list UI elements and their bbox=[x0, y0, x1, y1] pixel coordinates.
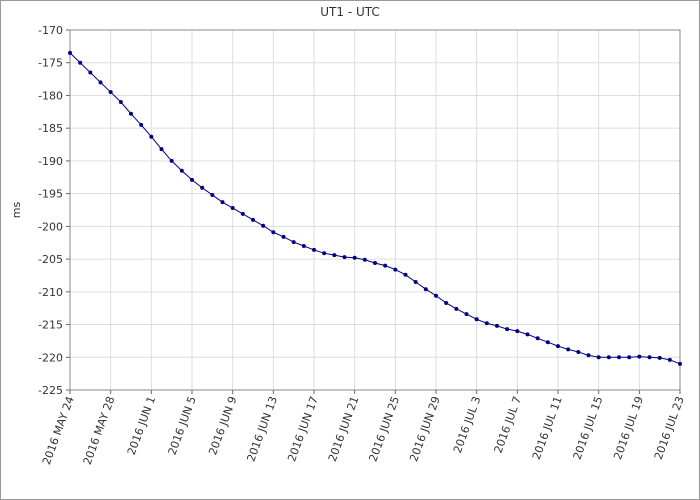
y-axis-label: ms bbox=[10, 202, 23, 219]
data-point bbox=[403, 272, 408, 277]
data-point bbox=[505, 327, 510, 332]
data-point bbox=[342, 255, 347, 260]
data-point bbox=[271, 230, 276, 235]
data-point bbox=[281, 234, 286, 239]
y-tick-label: -200 bbox=[38, 220, 63, 233]
data-point bbox=[657, 355, 662, 360]
data-point bbox=[444, 300, 449, 305]
data-point bbox=[667, 357, 672, 362]
data-point bbox=[118, 100, 123, 104]
data-point bbox=[566, 347, 571, 352]
data-point bbox=[291, 240, 296, 245]
data-point bbox=[149, 134, 154, 139]
data-point bbox=[88, 70, 93, 75]
data-point bbox=[484, 321, 489, 326]
y-tick-label: -210 bbox=[38, 286, 63, 299]
data-point bbox=[169, 158, 174, 163]
y-tick-label: -215 bbox=[38, 319, 63, 332]
data-point bbox=[606, 355, 611, 360]
data-point bbox=[332, 253, 337, 258]
y-tick-label: -180 bbox=[38, 89, 63, 102]
data-point bbox=[322, 251, 327, 256]
data-point bbox=[200, 185, 205, 190]
data-point bbox=[98, 80, 103, 85]
y-tick-label: -185 bbox=[38, 122, 63, 135]
data-point bbox=[596, 355, 601, 360]
y-tick-label: -220 bbox=[38, 351, 63, 364]
data-point bbox=[586, 353, 591, 358]
y-tick-label: -175 bbox=[38, 57, 63, 70]
data-point bbox=[556, 344, 560, 349]
data-point bbox=[220, 200, 225, 205]
data-point bbox=[129, 111, 133, 116]
data-point bbox=[240, 211, 245, 216]
data-point bbox=[545, 340, 550, 345]
y-tick-label: -195 bbox=[38, 188, 63, 201]
data-point bbox=[251, 217, 255, 222]
data-point bbox=[312, 247, 316, 252]
y-tick-label: -170 bbox=[38, 24, 63, 37]
data-point bbox=[352, 255, 357, 260]
data-point bbox=[179, 168, 184, 173]
plot-area bbox=[70, 30, 680, 390]
data-point bbox=[495, 323, 499, 328]
data-point bbox=[230, 206, 235, 211]
data-point bbox=[464, 312, 469, 317]
data-point bbox=[617, 355, 621, 360]
data-point bbox=[423, 287, 428, 292]
data-point bbox=[68, 50, 72, 55]
data-point bbox=[373, 261, 377, 266]
data-point bbox=[190, 177, 194, 182]
data-point bbox=[78, 60, 83, 65]
data-point bbox=[647, 355, 652, 360]
plot-border bbox=[69, 29, 681, 391]
y-tick-label: -190 bbox=[38, 155, 63, 168]
data-point bbox=[515, 329, 520, 334]
data-point bbox=[210, 192, 215, 197]
data-point bbox=[678, 361, 682, 366]
y-tick-label: -225 bbox=[38, 384, 63, 397]
chart-title: UT1 - UTC bbox=[320, 5, 380, 19]
data-point bbox=[383, 263, 388, 268]
data-point bbox=[362, 257, 367, 262]
data-point bbox=[108, 90, 113, 95]
data-point bbox=[637, 354, 642, 359]
data-point bbox=[474, 317, 479, 322]
data-point bbox=[301, 244, 306, 248]
data-point bbox=[434, 293, 438, 298]
data-point bbox=[413, 280, 418, 284]
data-point bbox=[139, 122, 144, 127]
data-point bbox=[627, 355, 632, 360]
data-point bbox=[576, 350, 581, 355]
data-point bbox=[393, 267, 398, 272]
y-tick-label: -205 bbox=[38, 253, 63, 266]
data-point bbox=[535, 336, 540, 341]
data-point bbox=[454, 306, 459, 311]
data-point bbox=[261, 223, 266, 228]
data-point bbox=[159, 147, 164, 152]
data-point bbox=[525, 332, 530, 337]
